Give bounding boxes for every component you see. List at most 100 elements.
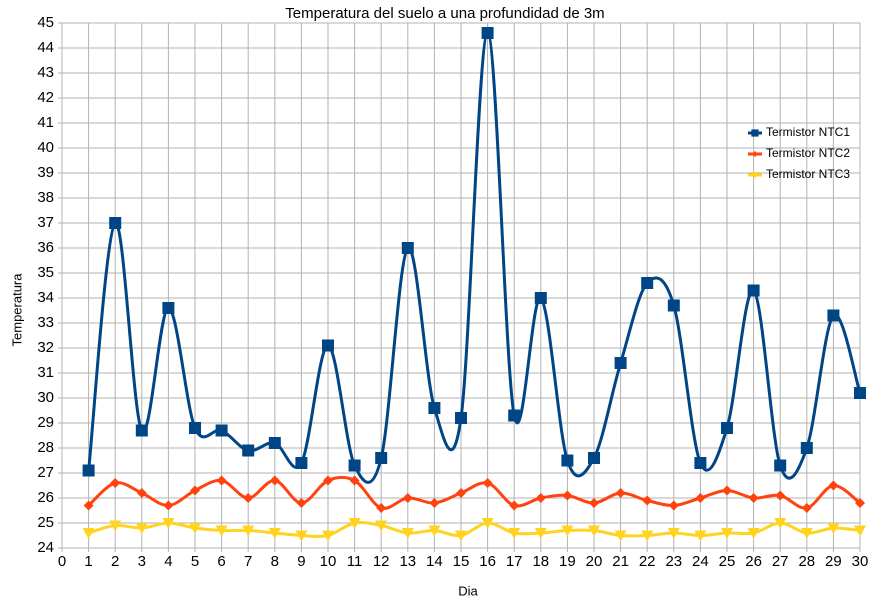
series-line <box>88 520 861 539</box>
x-tick-label: 25 <box>719 553 736 570</box>
marker <box>695 493 706 503</box>
x-tick-label: 8 <box>271 553 279 570</box>
marker <box>481 518 494 529</box>
marker <box>402 493 413 503</box>
marker <box>268 528 281 539</box>
marker <box>854 525 866 537</box>
marker <box>641 277 654 289</box>
x-tick-label: 17 <box>506 553 523 570</box>
marker <box>269 475 280 486</box>
marker <box>242 525 255 537</box>
y-tick-label: 42 <box>37 89 54 106</box>
y-tick-label: 34 <box>37 289 54 306</box>
marker <box>349 475 360 486</box>
marker <box>322 530 334 542</box>
marker <box>455 412 467 424</box>
legend-marker <box>751 172 759 179</box>
marker <box>614 530 627 542</box>
marker <box>721 528 733 539</box>
marker <box>828 480 839 491</box>
marker <box>827 523 840 534</box>
marker <box>215 525 228 537</box>
marker <box>535 493 546 503</box>
marker <box>83 500 94 511</box>
marker <box>163 500 174 511</box>
x-tick-label: 4 <box>164 553 172 570</box>
y-tick-label: 36 <box>37 239 54 256</box>
marker <box>482 478 493 488</box>
y-tick-label: 28 <box>37 439 54 456</box>
marker <box>429 498 440 508</box>
y-tick-label: 37 <box>37 214 54 231</box>
y-tick-label: 27 <box>37 464 54 481</box>
y-tick-label: 31 <box>37 364 54 381</box>
chart-title: Temperatura del suelo a una profundidad … <box>285 5 604 22</box>
series-line <box>87 31 862 484</box>
plot-frame <box>61 22 861 549</box>
marker <box>774 518 787 529</box>
series-line <box>87 475 861 510</box>
marker <box>428 525 441 537</box>
x-tick-label: 5 <box>191 553 199 570</box>
marker <box>694 457 707 469</box>
x-tick-label: 19 <box>559 553 576 570</box>
x-tick-label: 3 <box>138 553 146 570</box>
y-tick-label: 41 <box>37 114 54 131</box>
marker <box>189 523 201 534</box>
marker <box>215 424 228 437</box>
x-tick-label: 9 <box>297 553 305 570</box>
marker <box>775 490 786 501</box>
marker <box>401 528 414 539</box>
marker <box>82 464 95 477</box>
marker <box>110 478 121 488</box>
x-tick-label: 0 <box>58 553 66 570</box>
marker <box>322 339 334 352</box>
x-tick-label: 18 <box>532 553 549 570</box>
x-tick-label: 23 <box>665 553 682 570</box>
marker <box>190 485 200 496</box>
marker <box>721 422 733 434</box>
marker <box>455 530 467 542</box>
y-tick-label: 26 <box>37 489 54 506</box>
marker <box>827 309 840 322</box>
x-tick-label: 24 <box>692 553 709 570</box>
legend-label: Termistor NTC3 <box>766 167 850 181</box>
y-tick-label: 45 <box>37 14 54 31</box>
y-tick-label: 29 <box>37 414 54 431</box>
x-tick-label: 6 <box>217 553 225 570</box>
marker <box>534 292 547 304</box>
marker <box>589 498 599 508</box>
marker <box>562 490 573 501</box>
marker <box>588 452 600 464</box>
x-tick-label: 29 <box>825 553 842 570</box>
y-tick-label: 25 <box>37 514 54 531</box>
x-tick-label: 27 <box>772 553 789 570</box>
y-tick-label: 35 <box>37 264 54 281</box>
marker <box>722 485 732 496</box>
x-tick-label: 12 <box>373 553 390 570</box>
marker <box>216 475 227 486</box>
marker <box>747 284 760 297</box>
marker <box>401 242 414 254</box>
marker <box>375 452 388 464</box>
x-tick-label: 28 <box>798 553 815 570</box>
marker <box>296 498 307 508</box>
marker <box>376 503 387 513</box>
y-tick-label: 33 <box>37 314 54 331</box>
marker <box>614 357 627 369</box>
y-tick-label: 24 <box>37 539 54 556</box>
marker <box>748 493 759 503</box>
marker <box>136 488 147 498</box>
marker <box>800 442 813 454</box>
marker <box>135 424 148 437</box>
legend-marker <box>752 151 758 157</box>
marker <box>508 528 521 539</box>
x-tick-label: 7 <box>244 553 252 570</box>
x-tick-label: 14 <box>426 553 443 570</box>
y-tick-label: 39 <box>37 164 54 181</box>
marker <box>375 520 388 532</box>
marker <box>561 454 574 467</box>
marker <box>268 437 281 449</box>
marker <box>456 488 466 498</box>
marker <box>667 528 680 539</box>
